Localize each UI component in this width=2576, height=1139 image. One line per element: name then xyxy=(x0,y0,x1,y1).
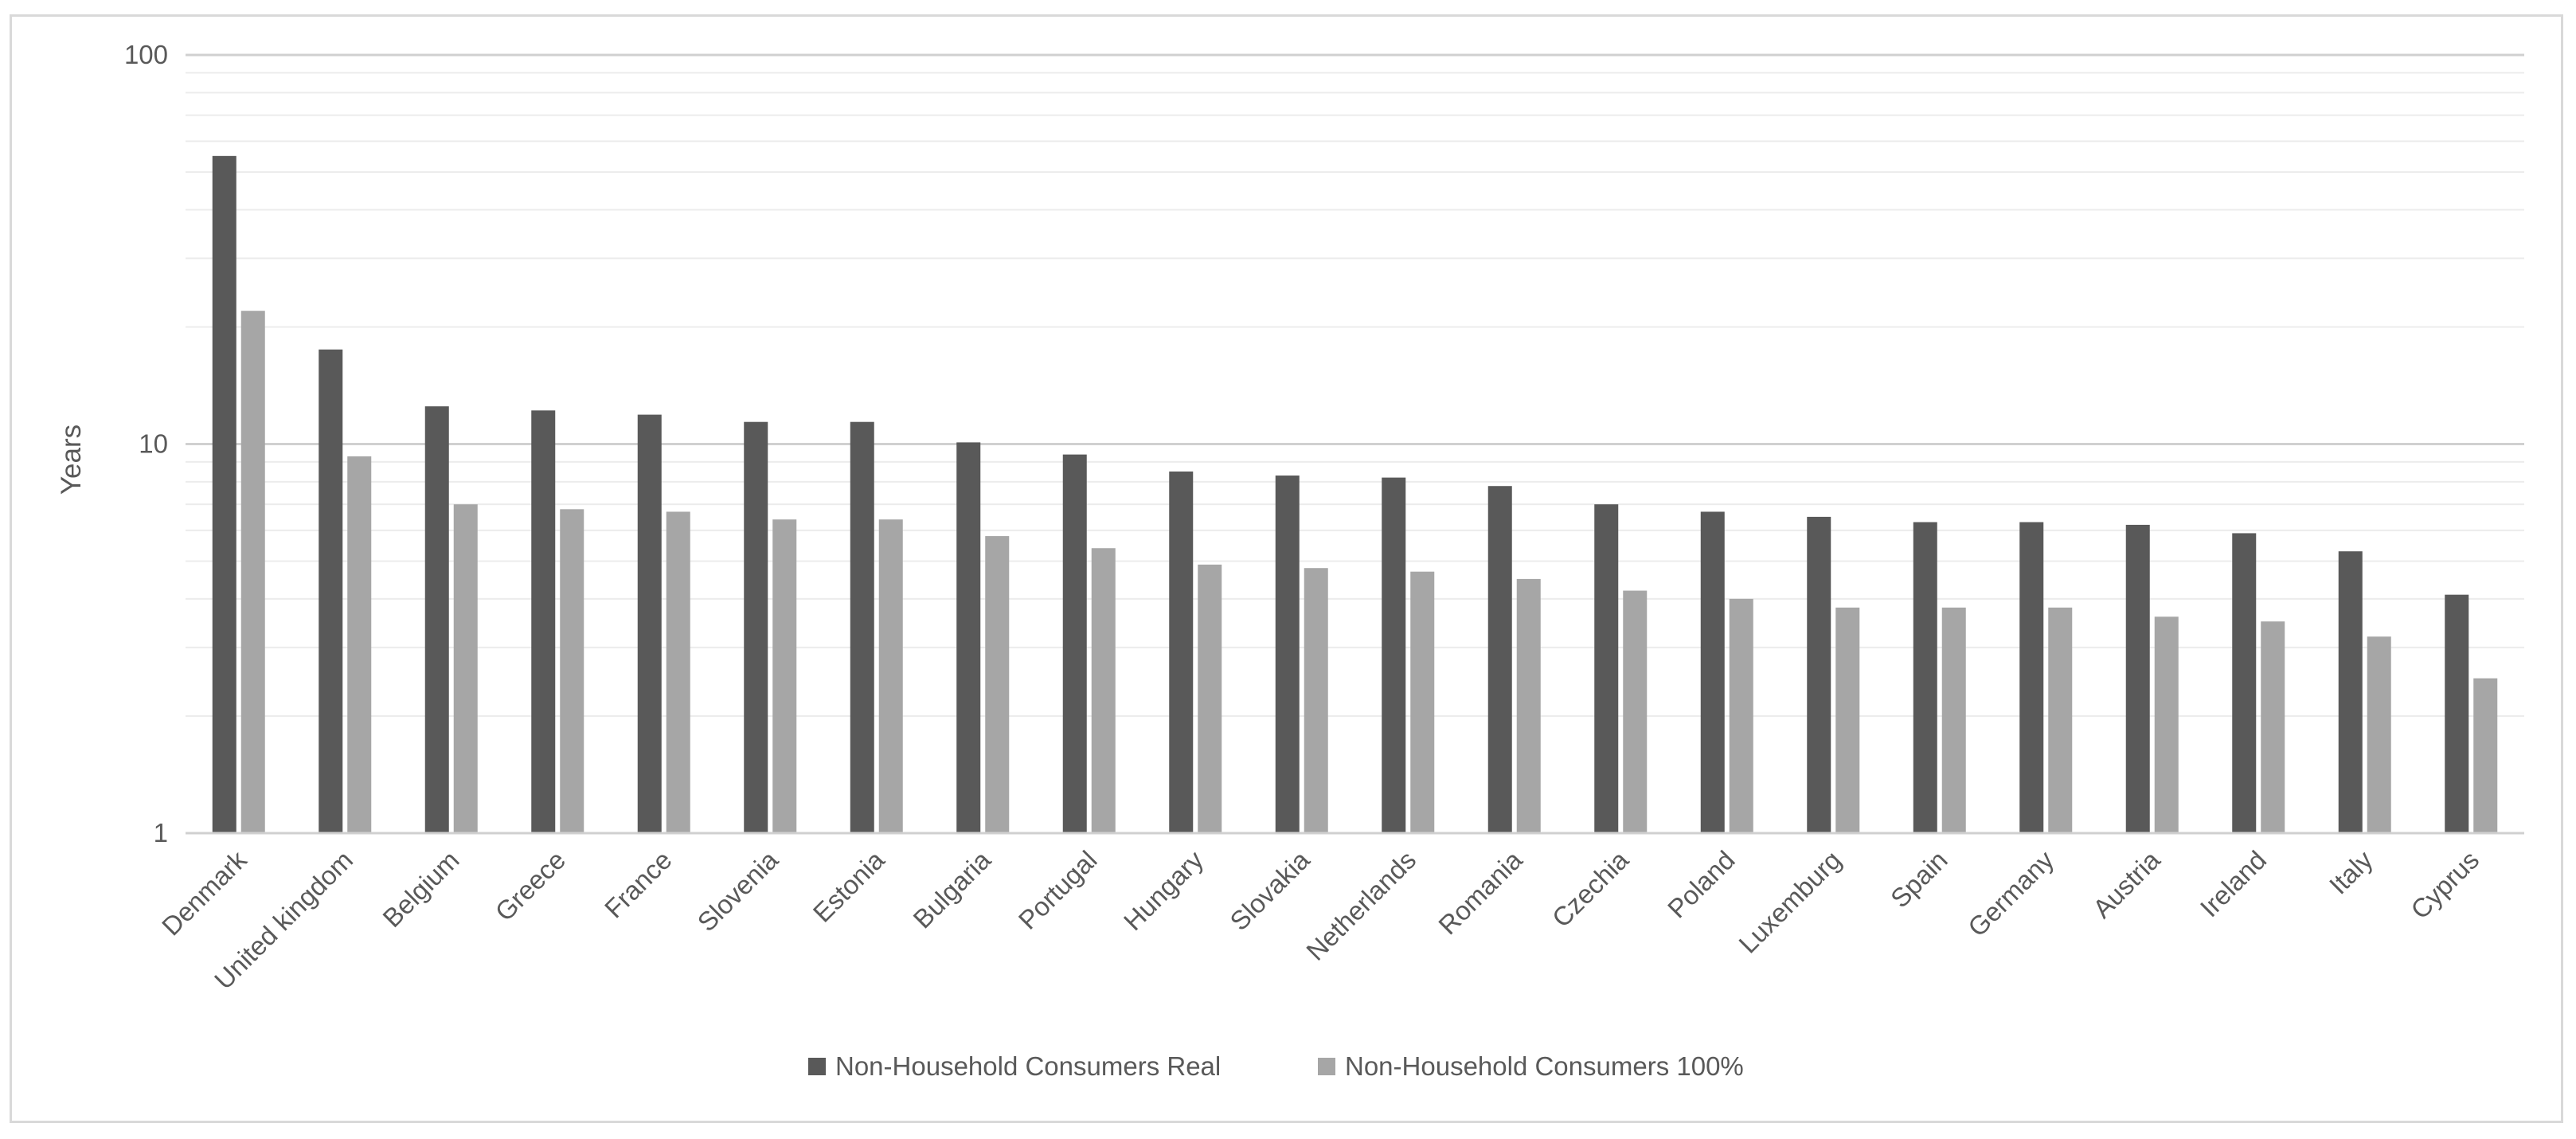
legend: Non-Household Consumers Real Non-Househol… xyxy=(808,1051,1744,1081)
y-tick-label: 10 xyxy=(139,429,168,459)
bar-real-spain xyxy=(1913,522,1937,833)
bar-100pct-germany xyxy=(2048,607,2073,833)
category-label: Cyprus xyxy=(2405,845,2484,925)
bar-100pct-bulgaria xyxy=(985,536,1010,833)
bar-100pct-cyprus xyxy=(2473,678,2498,833)
bar-real-czechia xyxy=(1594,504,1619,833)
category-label: Romania xyxy=(1433,844,1528,940)
bar-real-estonia xyxy=(850,421,874,833)
y-axis-tick-labels: 1 10 100 xyxy=(124,40,168,847)
bar-100pct-czechia xyxy=(1623,590,1648,833)
y-tick-label: 100 xyxy=(124,40,168,69)
bar-real-slovakia xyxy=(1275,476,1300,833)
legend-label: Non-Household Consumers Real xyxy=(835,1051,1221,1081)
bar-real-bulgaria xyxy=(956,442,981,833)
category-label: Austria xyxy=(2087,844,2166,923)
bar-real-belgium xyxy=(424,406,449,834)
bar-100pct-spain xyxy=(1941,607,1966,833)
bar-real-united-kingdom xyxy=(319,349,343,834)
category-label: Czechia xyxy=(1546,844,1635,933)
legend-label: Non-Household Consumers 100% xyxy=(1345,1051,1744,1081)
category-label: Ireland xyxy=(2195,845,2273,923)
category-label: Denmark xyxy=(156,844,252,941)
category-label: Germany xyxy=(1962,844,2059,941)
bar-real-hungary xyxy=(1169,471,1194,833)
category-label: Italy xyxy=(2324,844,2379,899)
category-label: Spain xyxy=(1885,845,1953,914)
y-axis-title: Years xyxy=(56,425,87,495)
bar-100pct-slovenia xyxy=(772,519,797,833)
category-label: Slovenia xyxy=(692,844,784,937)
bar-real-denmark xyxy=(212,155,236,833)
category-label: Estonia xyxy=(807,844,890,927)
bar-100pct-ireland xyxy=(2261,621,2285,833)
bar-100pct-slovakia xyxy=(1304,568,1328,833)
bar-real-italy xyxy=(2338,551,2363,833)
bar-real-austria xyxy=(2125,524,2150,833)
bar-100pct-estonia xyxy=(878,519,903,833)
bar-100pct-poland xyxy=(1729,598,1753,833)
category-label: Belgium xyxy=(377,845,464,933)
bar-100pct-denmark xyxy=(240,311,265,833)
bar-100pct-greece xyxy=(560,509,584,833)
bar-real-netherlands xyxy=(1382,477,1406,833)
bar-100pct-luxemburg xyxy=(1835,607,1860,833)
bar-real-cyprus xyxy=(2445,594,2469,833)
category-label: Bulgaria xyxy=(907,844,996,934)
bar-real-romania xyxy=(1487,486,1512,833)
bar-real-germany xyxy=(2019,522,2044,833)
bar-real-greece xyxy=(531,410,556,833)
bar-real-ireland xyxy=(2232,533,2257,833)
bar-real-portugal xyxy=(1062,454,1087,833)
bar-100pct-france xyxy=(666,511,690,833)
chart-frame: 1 10 100 Years Denmark United kingdom Belgiu… xyxy=(10,14,2563,1123)
bar-100pct-belgium xyxy=(453,504,478,833)
bars xyxy=(212,155,2498,834)
bar-real-slovenia xyxy=(744,421,768,833)
bar-real-poland xyxy=(1700,511,1725,833)
category-label: Portugal xyxy=(1013,845,1103,935)
category-label: Poland xyxy=(1662,845,1741,924)
y-tick-label: 1 xyxy=(154,818,168,847)
legend-swatch xyxy=(1318,1058,1335,1075)
bar-100pct-hungary xyxy=(1198,564,1222,833)
legend-swatch xyxy=(808,1058,826,1075)
bar-100pct-portugal xyxy=(1091,548,1116,833)
category-label: Hungary xyxy=(1118,844,1210,936)
category-label: Greece xyxy=(490,845,572,927)
category-label: Slovakia xyxy=(1224,844,1315,936)
bar-100pct-netherlands xyxy=(1410,571,1435,833)
category-label: France xyxy=(599,845,678,924)
bar-100pct-austria xyxy=(2154,616,2179,833)
bar-real-luxemburg xyxy=(1807,516,1831,833)
bar-100pct-italy xyxy=(2367,636,2391,833)
category-label: Luxemburg xyxy=(1733,845,1847,959)
bar-100pct-romania xyxy=(1516,578,1541,833)
category-label: Netherlands xyxy=(1300,845,1421,966)
bar-real-france xyxy=(637,414,662,833)
bar-100pct-united-kingdom xyxy=(347,456,372,833)
